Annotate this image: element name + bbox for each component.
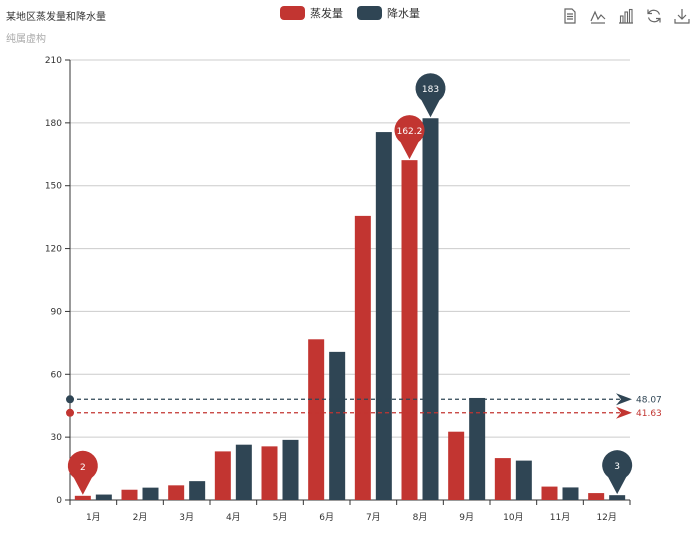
bar-precipitation xyxy=(423,118,439,500)
bar-precipitation xyxy=(516,461,532,500)
bar-evaporation xyxy=(168,485,184,500)
x-tick-label: 5月 xyxy=(273,512,288,523)
bar-precipitation xyxy=(96,495,112,500)
y-tick-label: 90 xyxy=(51,307,63,317)
mark-line-label: 41.63 xyxy=(636,409,662,419)
mark-point-label: 162.2 xyxy=(397,127,423,137)
bar-precipitation xyxy=(143,488,159,500)
bar-evaporation xyxy=(448,432,464,500)
mark-line-label: 48.07 xyxy=(636,395,662,405)
bar-evaporation xyxy=(262,446,278,500)
bar-evaporation xyxy=(355,216,371,500)
bar-precipitation xyxy=(329,352,345,500)
mark-point-label: 2 xyxy=(80,463,86,473)
bar-precipitation xyxy=(609,495,625,500)
bar-evaporation xyxy=(495,458,511,500)
y-tick-label: 180 xyxy=(45,119,62,129)
bar-evaporation xyxy=(308,339,324,500)
x-tick-label: 9月 xyxy=(459,512,474,523)
bar-precipitation xyxy=(376,132,392,500)
y-tick-label: 210 xyxy=(45,56,62,66)
bar-precipitation xyxy=(236,445,252,500)
bar-chart: 0 30 60 90 120 150 180 210 1月 2月 3月 4月 5月 6月 7月 8月 9月 10月… xyxy=(0,0,700,560)
mark-point-label: 183 xyxy=(422,85,439,95)
bar-evaporation xyxy=(542,487,558,500)
y-tick-label: 150 xyxy=(45,182,62,192)
y-tick-label: 120 xyxy=(45,245,62,255)
bar-precipitation xyxy=(189,481,205,500)
x-tick-label: 2月 xyxy=(133,512,148,523)
bar-evaporation xyxy=(402,160,418,500)
mark-point-label: 3 xyxy=(614,462,620,472)
bar-precipitation xyxy=(283,440,299,500)
bar-precipitation xyxy=(563,487,579,500)
y-tick-label: 30 xyxy=(51,433,63,443)
bar-evaporation xyxy=(215,451,231,500)
x-tick-label: 4月 xyxy=(226,512,241,523)
x-tick-label: 3月 xyxy=(179,512,194,523)
x-tick-label: 10月 xyxy=(503,512,523,523)
x-tick-label: 11月 xyxy=(550,512,570,523)
x-tick-label: 8月 xyxy=(413,512,428,523)
bar-evaporation xyxy=(588,493,604,500)
bar-evaporation xyxy=(75,496,91,500)
bar-evaporation xyxy=(122,490,138,500)
y-tick-label: 0 xyxy=(56,496,62,506)
x-tick-label: 12月 xyxy=(596,512,616,523)
x-tick-label: 6月 xyxy=(319,512,334,523)
x-tick-label: 1月 xyxy=(86,512,101,523)
y-tick-label: 60 xyxy=(51,370,63,380)
x-tick-label: 7月 xyxy=(366,512,381,523)
